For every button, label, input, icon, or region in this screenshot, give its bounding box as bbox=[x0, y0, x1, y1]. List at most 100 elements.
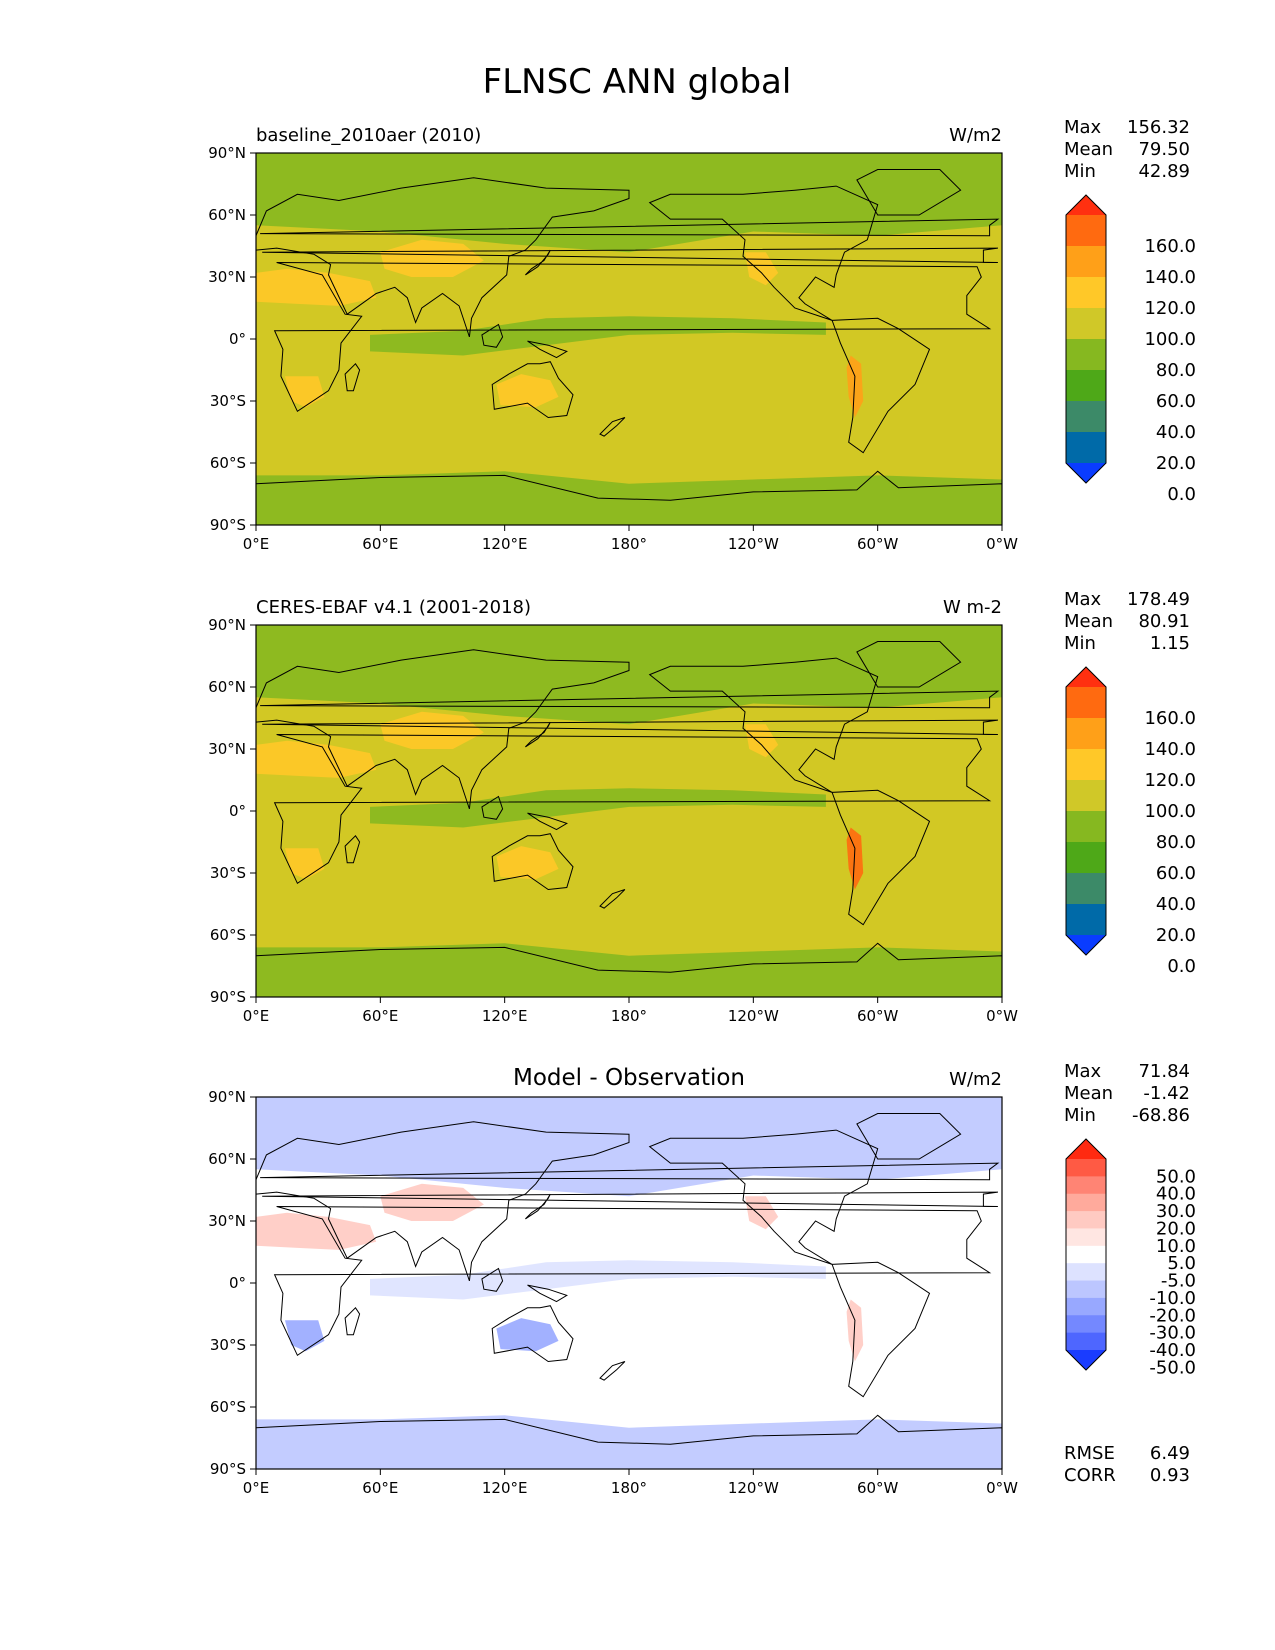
field-south bbox=[256, 471, 1002, 525]
colorbar-tick-label: -20.0 bbox=[1149, 1305, 1196, 1326]
lat-tick-label: 60°N bbox=[208, 206, 246, 224]
lon-tick-label: 120°W bbox=[728, 1479, 779, 1497]
coastline-namerica bbox=[648, 657, 879, 793]
colorbar-band bbox=[1066, 811, 1106, 843]
field-hot3 bbox=[496, 374, 559, 408]
colorbar-tick-label: 40.0 bbox=[1156, 422, 1196, 443]
colorbar-band bbox=[1066, 1263, 1106, 1282]
coastline-uk bbox=[260, 690, 1000, 709]
panel-left-title: CERES-EBAF v4.1 (2001-2018) bbox=[256, 597, 531, 618]
lat-tick-label: 60°S bbox=[210, 1398, 246, 1416]
colorbar-outline bbox=[1065, 666, 1107, 956]
colorbar-band bbox=[1066, 277, 1106, 309]
coastline-eurasia bbox=[256, 1121, 630, 1282]
colorbar-band bbox=[1066, 1159, 1106, 1177]
colorbar-tick-label: 140.0 bbox=[1144, 267, 1196, 288]
lat-tick-label: 90°N bbox=[208, 144, 246, 162]
coastline-greenland bbox=[856, 641, 962, 688]
stat-label: Max bbox=[1064, 589, 1102, 610]
field-hot2 bbox=[380, 239, 484, 277]
stat-label: Min bbox=[1064, 633, 1096, 654]
coastline-newguinea bbox=[527, 812, 568, 831]
colorbar-outline bbox=[1065, 194, 1107, 484]
field-hot2 bbox=[380, 711, 484, 749]
panel-units: W/m2 bbox=[949, 1069, 1002, 1090]
colorbar-tick-label: 120.0 bbox=[1144, 298, 1196, 319]
colorbar-tick-label: -50.0 bbox=[1149, 1357, 1196, 1378]
lon-tick-label: 60°E bbox=[362, 535, 398, 553]
colorbar-extend-max bbox=[1066, 195, 1106, 215]
stat-value: 42.89 bbox=[1138, 161, 1190, 182]
lat-tick-label: 30°S bbox=[210, 392, 246, 410]
colorbar-tick-label: 20.0 bbox=[1156, 1218, 1196, 1239]
colorbar-band bbox=[1066, 432, 1106, 464]
coastline-samerica bbox=[831, 789, 931, 926]
coastline-japan bbox=[525, 721, 551, 748]
coastline-iberia bbox=[262, 247, 998, 263]
colorbar-band bbox=[1066, 1280, 1106, 1299]
coastline-iberia bbox=[262, 719, 998, 735]
colorbar-band bbox=[1066, 904, 1106, 936]
stat-label: Mean bbox=[1064, 1083, 1113, 1104]
lon-tick-label: 120°E bbox=[482, 535, 528, 553]
field-layer bbox=[256, 625, 1002, 997]
colorbar-tick-label: 120.0 bbox=[1144, 770, 1196, 791]
stat-value: 1.15 bbox=[1150, 633, 1190, 654]
colorbar-extend-min bbox=[1066, 463, 1106, 483]
field-hot6 bbox=[846, 1299, 864, 1362]
colorbar-band bbox=[1066, 780, 1106, 812]
coastlines bbox=[256, 641, 1002, 997]
panel-units: W/m2 bbox=[949, 125, 1002, 146]
colorbar-tick-label: 40.0 bbox=[1156, 894, 1196, 915]
colorbar-band bbox=[1066, 215, 1106, 247]
lat-tick-label: 90°S bbox=[210, 1460, 246, 1478]
extra-stat-label: CORR bbox=[1064, 1465, 1116, 1486]
field-layer bbox=[256, 1097, 1002, 1469]
lat-tick-label: 90°N bbox=[208, 1088, 246, 1106]
panel-difference: 90°N 60°N 30°N 0° 30°S 60°S 90°S0°E 60°E 120°E 18… bbox=[208, 1061, 1196, 1497]
field-hot5 bbox=[745, 1196, 779, 1230]
extra-stat-value: 6.49 bbox=[1150, 1443, 1190, 1464]
field-hot5 bbox=[745, 724, 779, 758]
lon-tick-label: 60°W bbox=[857, 1007, 899, 1025]
stat-label: Max bbox=[1064, 1061, 1102, 1082]
coastline-antarctica bbox=[256, 1414, 1002, 1469]
colorbar-tick-label: 5.0 bbox=[1167, 1253, 1196, 1274]
coastline-japan bbox=[525, 1193, 551, 1220]
colorbar-tick-label: 80.0 bbox=[1156, 360, 1196, 381]
colorbar-tick-label: -5.0 bbox=[1161, 1271, 1196, 1292]
coastline-nz bbox=[599, 889, 626, 909]
coastline-australia bbox=[491, 1305, 574, 1363]
coastline-uk bbox=[260, 218, 1000, 237]
colorbar-band bbox=[1066, 339, 1106, 371]
coastline-eurasia bbox=[256, 177, 630, 338]
colorbar-extend-max bbox=[1066, 1139, 1106, 1159]
colorbar-outline bbox=[1065, 1138, 1107, 1371]
lon-tick-label: 0°W bbox=[986, 1007, 1018, 1025]
lon-tick-label: 60°E bbox=[362, 1007, 398, 1025]
field-hot6 bbox=[846, 827, 864, 890]
panel-center-title: Model - Observation bbox=[513, 1065, 745, 1091]
coastlines bbox=[256, 169, 1002, 525]
coastline-namerica bbox=[648, 1129, 879, 1265]
colorbar-band bbox=[1066, 718, 1106, 750]
coastline-borneo bbox=[481, 1267, 504, 1292]
coastline-africa bbox=[273, 1206, 992, 1357]
coastline-borneo bbox=[481, 795, 504, 820]
field-north bbox=[256, 1097, 1002, 1197]
extra-stat-label: RMSE bbox=[1064, 1443, 1115, 1464]
extra-stat-value: 0.93 bbox=[1150, 1465, 1190, 1486]
coastline-eurasia bbox=[256, 649, 630, 810]
coastline-africa bbox=[273, 262, 992, 413]
lat-tick-label: 0° bbox=[229, 330, 246, 348]
coastline-madagascar bbox=[344, 835, 361, 864]
coastline-japan bbox=[525, 249, 551, 276]
colorbar-tick-label: -10.0 bbox=[1149, 1288, 1196, 1309]
colorbar-band bbox=[1066, 1332, 1106, 1351]
panel-units: W m-2 bbox=[943, 597, 1002, 618]
colorbar-band bbox=[1066, 246, 1106, 278]
figure-title: FLNSC ANN global bbox=[483, 62, 792, 102]
coastline-greenland bbox=[856, 169, 962, 216]
colorbar-tick-label: -30.0 bbox=[1149, 1323, 1196, 1344]
coastlines bbox=[256, 1113, 1002, 1469]
